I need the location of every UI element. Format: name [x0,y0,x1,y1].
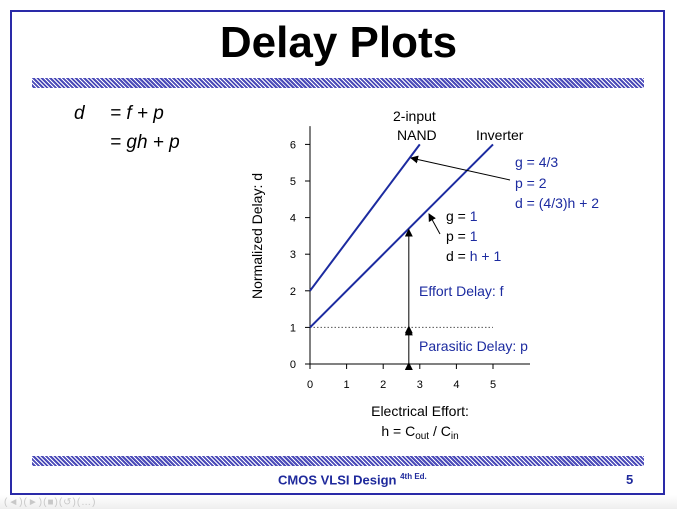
equation-lhs: d [74,103,85,124]
parasitic-delay-label: Parasitic Delay: p [419,338,528,354]
y-tick-label: 5 [290,176,296,188]
nand-annotation-arrow [410,155,511,181]
footer-course-title: CMOS VLSI Design 4th Ed. [278,472,427,488]
slide-title: Delay Plots [219,18,458,67]
x-tick-label: 4 [453,379,459,391]
y-axis-title: Normalized Delay: d [249,173,265,299]
x-tick-label: 1 [344,379,350,391]
player-controls: (◄)(►)(■)(↺)(…) [4,497,97,508]
y-tick-label: 4 [290,213,296,225]
x-tick-label: 3 [417,379,423,391]
bottom-divider-band [32,456,644,466]
y-tick-label: 1 [290,322,296,334]
inverter-annotation-arrow [428,213,441,235]
inv-g-annotation: g = 1 [446,208,478,224]
x-tick-label: 5 [490,379,496,391]
inverter-label: Inverter [476,127,524,143]
x-axis-title-line2: h = Cout / Cin [381,423,458,442]
nand-g-annotation: g = 4/3 [515,154,558,170]
series-line-nand [309,143,421,292]
x-tick-label: 0 [307,379,313,391]
inv-p-annotation: p = 1 [446,228,478,244]
x-tick-label: 2 [380,379,386,391]
y-tick-label: 3 [290,249,296,261]
nand-label-line2: NAND [397,127,437,143]
effort-delay-label: Effort Delay: f [419,283,504,299]
nand-p-annotation: p = 2 [515,175,547,191]
inv-d-annotation: d = h + 1 [446,248,501,264]
equation-line-1: = f + p [110,103,164,124]
nand-d-annotation: d = (4/3)h + 2 [515,195,599,211]
x-axis-title-line1: Electrical Effort: [371,403,469,419]
series-line-inverter [309,143,494,329]
y-tick-label: 6 [290,139,296,151]
bottom-fade [0,495,677,509]
slide-number: 5 [626,472,634,487]
y-tick-label: 0 [290,359,296,371]
nand-label-line1: 2-input [393,108,436,124]
top-divider-band [32,78,644,88]
equation-line-2: = gh + p [110,132,180,153]
y-tick-label: 2 [290,286,296,298]
